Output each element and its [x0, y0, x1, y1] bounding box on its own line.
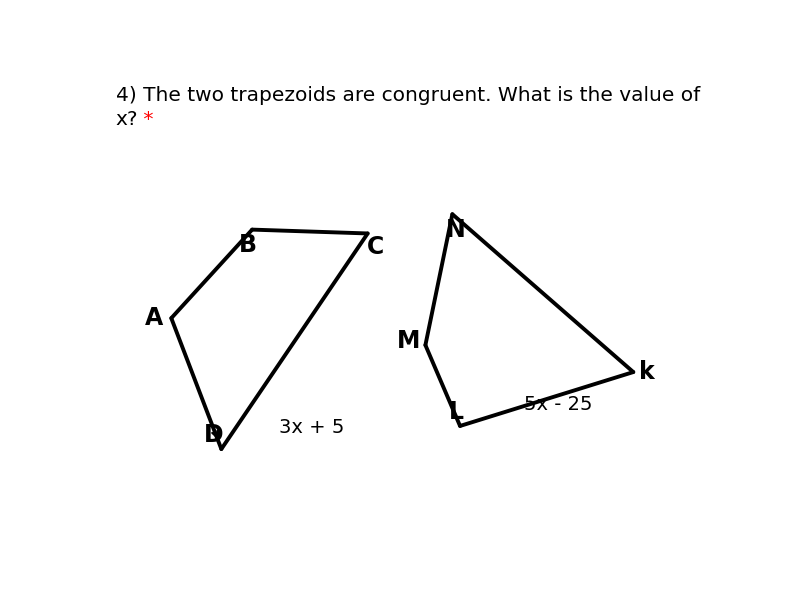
Text: x?: x?: [116, 110, 138, 129]
Text: A: A: [146, 306, 163, 330]
Text: D: D: [204, 423, 223, 447]
Text: 5x - 25: 5x - 25: [524, 395, 593, 414]
Text: B: B: [239, 233, 258, 257]
Text: *: *: [138, 110, 154, 129]
Text: 4) The two trapezoids are congruent. What is the value of: 4) The two trapezoids are congruent. Wha…: [116, 86, 700, 105]
Text: L: L: [449, 400, 464, 424]
Text: N: N: [446, 218, 466, 242]
Text: M: M: [397, 329, 420, 353]
Text: k: k: [639, 360, 655, 384]
Text: 3x + 5: 3x + 5: [279, 418, 345, 437]
Text: C: C: [366, 236, 384, 260]
